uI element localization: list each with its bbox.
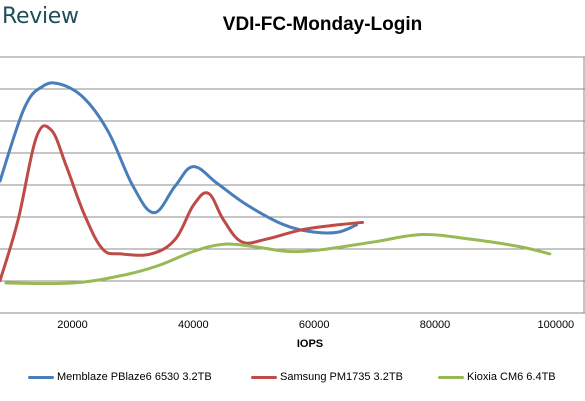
- x-axis-title: IOPS: [297, 338, 323, 350]
- chart-title-text: VDI-FC-Monday-Login: [222, 14, 423, 35]
- series-line-1: [0, 81, 358, 235]
- gridlines: [0, 56, 585, 314]
- legend-label: Memblaze PBlaze6 6530 3.2TB: [57, 371, 212, 383]
- series-lines: [0, 81, 552, 286]
- x-tick-label: 20000: [57, 319, 88, 331]
- x-tick-label: 40000: [178, 319, 209, 331]
- legend-item: Memblaze PBlaze6 6530 3.2TB: [28, 371, 212, 383]
- chart-title: VDI-FC-Monday-Login: [0, 14, 585, 36]
- series-line-2: [0, 124, 364, 283]
- legend-item: Kioxia CM6 6.4TB: [438, 371, 556, 383]
- x-tick-label: 100000: [537, 319, 574, 331]
- legend-label: Kioxia CM6 6.4TB: [467, 371, 556, 383]
- series-line-3: [4, 232, 552, 286]
- x-tick-label: 60000: [299, 319, 330, 331]
- legend: Memblaze PBlaze6 6530 3.2TB Samsung PM173…: [0, 371, 585, 389]
- brand-logo-text: Review: [2, 4, 79, 29]
- legend-item: Samsung PM1735 3.2TB: [251, 371, 403, 383]
- x-axis-ticks: 20000 40000 60000 80000 100000: [57, 319, 574, 331]
- x-tick-label: 80000: [420, 319, 451, 331]
- legend-label: Samsung PM1735 3.2TB: [280, 371, 403, 383]
- legend-swatch: [28, 375, 54, 379]
- legend-swatch: [251, 375, 277, 379]
- legend-swatch: [438, 375, 464, 379]
